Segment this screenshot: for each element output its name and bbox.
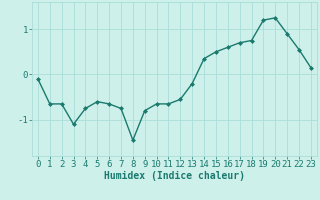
X-axis label: Humidex (Indice chaleur): Humidex (Indice chaleur) (104, 171, 245, 181)
